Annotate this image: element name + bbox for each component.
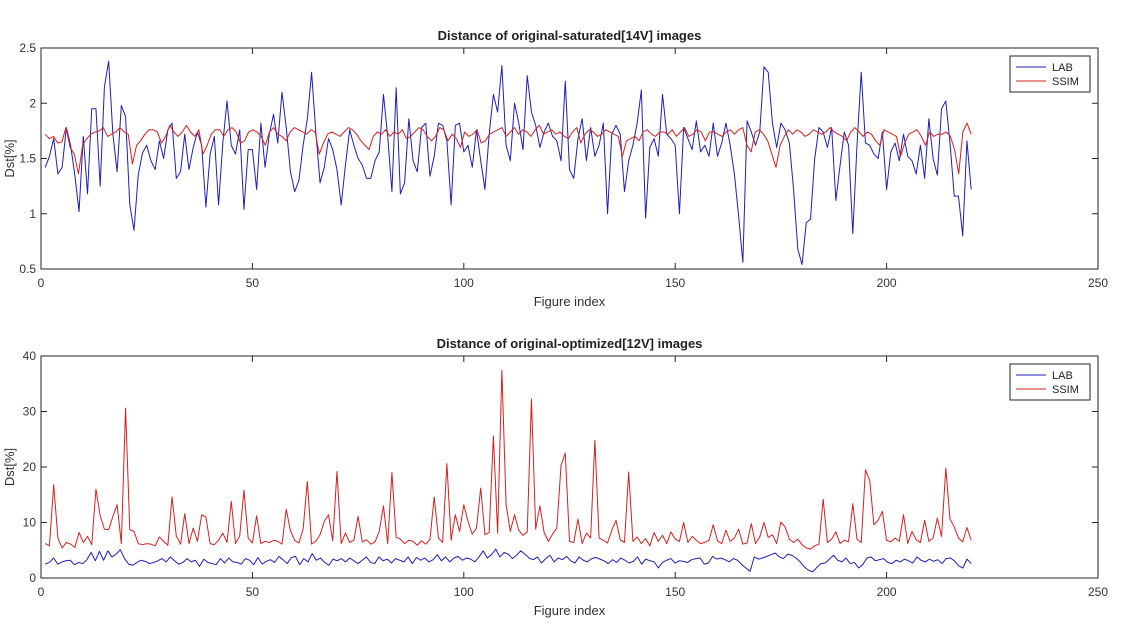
x-axis-label: Figure index — [534, 294, 606, 309]
series-line-ssim — [44, 369, 972, 550]
legend: LAB SSIM — [1009, 55, 1091, 93]
y-tick-label: 2.5 — [19, 41, 36, 55]
x-tick-label: 200 — [877, 276, 897, 290]
y-tick-label: 1 — [29, 207, 36, 221]
chart-title: Distance of original-optimized[12V] imag… — [437, 336, 703, 351]
legend-box — [1009, 363, 1091, 401]
x-tick-label: 150 — [665, 276, 685, 290]
y-axis-label: Dst[%] — [2, 448, 17, 486]
x-axis-label: Figure index — [534, 603, 606, 618]
y-tick-label: 40 — [23, 349, 37, 363]
x-tick-label: 200 — [877, 585, 897, 599]
x-tick-label: 100 — [454, 276, 474, 290]
chart-panel-bottom: Distance of original-optimized[12V] imag… — [2, 336, 1108, 618]
legend-label-lab: LAB — [1052, 62, 1073, 74]
chart-title: Distance of original-saturated[14V] imag… — [438, 28, 702, 43]
y-tick-label: 0 — [29, 571, 36, 585]
y-tick-label: 30 — [23, 405, 37, 419]
x-tick-label: 100 — [454, 585, 474, 599]
series-line-lab — [45, 548, 972, 573]
plot-area — [40, 355, 1099, 579]
y-tick-label: 1.5 — [19, 152, 36, 166]
x-tick-label: 50 — [246, 276, 260, 290]
y-tick-label: 0.5 — [19, 262, 36, 276]
x-tick-label: 0 — [38, 585, 45, 599]
chart-panel-top: Distance of original-saturated[14V] imag… — [2, 28, 1108, 309]
legend-label-lab: LAB — [1052, 370, 1073, 382]
legend-label-ssim: SSIM — [1052, 76, 1079, 88]
x-tick-label: 250 — [1088, 276, 1108, 290]
y-tick-label: 2 — [29, 96, 36, 110]
x-tick-label: 0 — [38, 276, 45, 290]
series-line-lab — [44, 60, 972, 266]
legend-label-ssim: SSIM — [1052, 384, 1079, 396]
legend-box — [1009, 55, 1091, 93]
y-tick-label: 10 — [23, 516, 37, 530]
y-tick-label: 20 — [23, 460, 37, 474]
series-line-ssim — [44, 122, 972, 175]
x-tick-label: 50 — [246, 585, 260, 599]
plot-area — [40, 47, 1099, 270]
y-axis-label: Dst[%] — [2, 139, 17, 177]
x-tick-label: 150 — [665, 585, 685, 599]
legend: LAB SSIM — [1009, 363, 1091, 401]
x-tick-label: 250 — [1088, 585, 1108, 599]
